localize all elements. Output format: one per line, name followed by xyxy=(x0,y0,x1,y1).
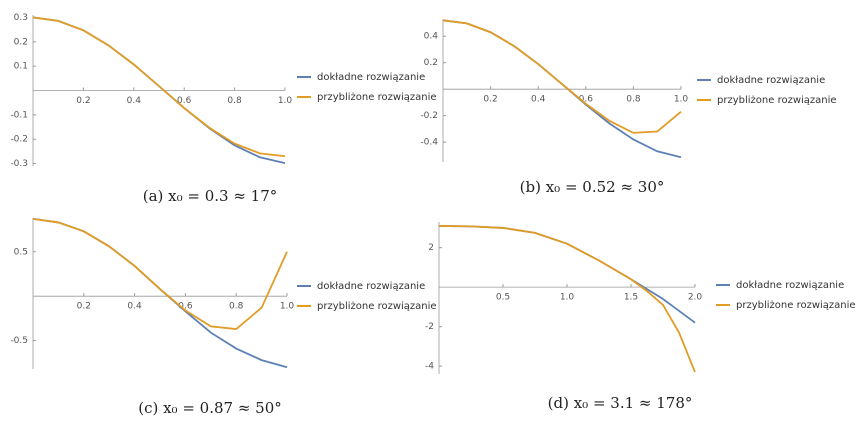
y-tick-label: -0.5 xyxy=(10,336,28,346)
series-line xyxy=(442,19,682,159)
y-tick-label: -0.4 xyxy=(420,138,438,148)
y-tick-label: 0.3 xyxy=(14,13,28,23)
x-tick-label: 1.5 xyxy=(624,293,638,303)
y-tick-label: -0.2 xyxy=(10,135,28,145)
y-tick-label: 0.2 xyxy=(14,37,28,47)
x-tick-label: 0.2 xyxy=(77,302,91,312)
y-tick-label: 2 xyxy=(428,243,434,253)
x-tick-label: 0.2 xyxy=(76,96,90,106)
y-tick-label: 0.4 xyxy=(424,32,439,42)
caption: (a) x₀ = 0.3 ≈ 17° xyxy=(143,187,278,205)
y-tick-label: -0.1 xyxy=(10,110,28,120)
y-tick-label: 0.1 xyxy=(14,62,28,72)
x-tick-label: 1.0 xyxy=(560,293,575,303)
panel: 0.5 1.0 1.5 2.0 -4 -2 2 dokładne rozwiązanie prz… xyxy=(425,222,856,412)
panel: 0.2 0.4 0.6 0.8 1.0 -0.4 -0.2 0.2 0.4 dokładne ro… xyxy=(420,19,837,196)
legend-label: przybliżone rozwiązanie xyxy=(317,301,437,312)
caption: (c) x₀ = 0.87 ≈ 50° xyxy=(138,399,282,417)
series-line xyxy=(442,19,682,134)
caption: (d) x₀ = 3.1 ≈ 178° xyxy=(548,394,693,412)
legend-label: dokładne rozwiązanie xyxy=(317,281,425,292)
series-line xyxy=(32,217,288,369)
series-line xyxy=(32,16,286,158)
series-line xyxy=(438,225,696,324)
x-tick-label: 0.4 xyxy=(127,96,142,106)
x-tick-label: 1.0 xyxy=(674,95,689,105)
x-tick-label: 1.0 xyxy=(280,302,295,312)
series-line xyxy=(32,217,288,330)
legend-label: dokładne rozwiązanie xyxy=(717,75,825,86)
legend-label: przybliżone rozwiązanie xyxy=(717,95,837,106)
x-tick-label: 0.6 xyxy=(177,96,192,106)
x-tick-label: 0.4 xyxy=(531,95,546,105)
legend-label: przybliżone rozwiązanie xyxy=(736,300,856,311)
legend-label: dokładne rozwiązanie xyxy=(736,280,844,291)
panel: 0.2 0.4 0.6 0.8 1.0 -0.3 -0.2 -0.1 0.1 0.2 0.3 dokł… xyxy=(10,13,436,205)
y-tick-label: -0.2 xyxy=(420,111,438,121)
panel: 0.2 0.4 0.6 0.8 1.0 -0.5 0.5 dokładne rozwiązan… xyxy=(10,217,437,417)
y-tick-label: 0.5 xyxy=(14,247,28,257)
x-tick-label: 0.4 xyxy=(127,302,142,312)
x-tick-label: 0.5 xyxy=(496,293,510,303)
x-tick-label: 0.2 xyxy=(483,95,497,105)
legend-label: przybliżone rozwiązanie xyxy=(317,92,437,103)
series-line xyxy=(438,225,696,373)
y-tick-label: 0.2 xyxy=(424,58,438,68)
legend-label: dokładne rozwiązanie xyxy=(317,72,425,83)
x-tick-label: 0.8 xyxy=(227,96,242,106)
x-tick-label: 0.8 xyxy=(229,302,244,312)
y-tick-label: -0.3 xyxy=(10,159,28,169)
x-tick-label: 0.6 xyxy=(579,95,594,105)
x-tick-label: 1.0 xyxy=(278,96,293,106)
y-tick-label: -4 xyxy=(425,362,434,372)
x-tick-label: 0.6 xyxy=(178,302,193,312)
caption: (b) x₀ = 0.52 ≈ 30° xyxy=(520,178,665,196)
y-tick-label: -2 xyxy=(425,322,434,332)
x-tick-label: 0.8 xyxy=(626,95,641,105)
x-tick-label: 2.0 xyxy=(688,293,703,303)
